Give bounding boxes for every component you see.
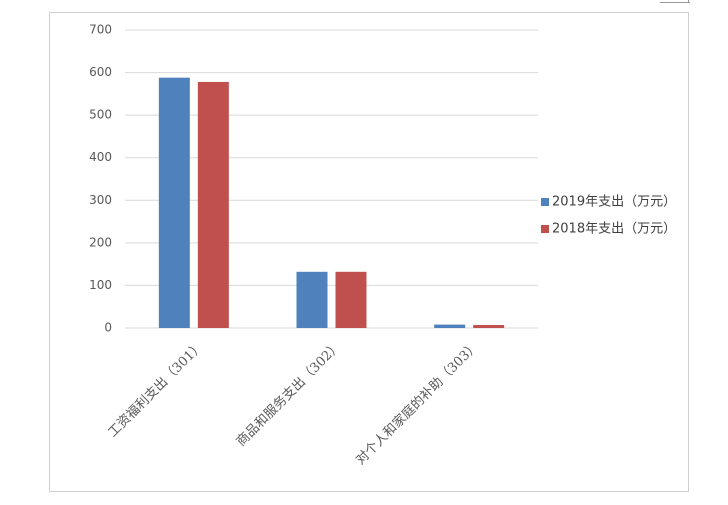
legend-swatch bbox=[541, 198, 549, 206]
y-tick-label: 300 bbox=[89, 193, 112, 207]
y-tick-label: 0 bbox=[104, 321, 112, 335]
bar bbox=[158, 77, 190, 329]
bar bbox=[335, 271, 367, 328]
y-tick-label: 700 bbox=[89, 23, 112, 37]
y-tick-label: 200 bbox=[89, 235, 112, 249]
bar bbox=[473, 325, 505, 328]
y-tick-label: 100 bbox=[89, 278, 112, 292]
chart-frame bbox=[49, 12, 689, 492]
legend-label: 2019年支出（万元） bbox=[552, 195, 676, 210]
legend-swatch bbox=[541, 225, 549, 233]
y-tick-label: 400 bbox=[89, 150, 112, 164]
bar bbox=[197, 81, 229, 329]
y-tick-label: 500 bbox=[89, 108, 112, 122]
bar bbox=[434, 324, 466, 328]
y-tick-label: 600 bbox=[89, 65, 112, 79]
bar bbox=[296, 271, 328, 328]
legend-label: 2018年支出（万元） bbox=[552, 222, 676, 237]
